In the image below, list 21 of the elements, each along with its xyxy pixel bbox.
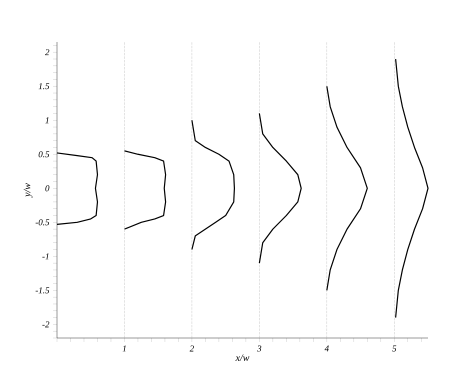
x-tick-label: 4	[324, 346, 329, 352]
y-tick-label: -0.5	[36, 219, 50, 226]
line-series	[258, 112, 302, 264]
y-tick-label: 1	[45, 117, 49, 124]
x-tick-label: 3	[257, 346, 262, 352]
y-tick-label: 1.5	[38, 83, 50, 90]
x-tick-label: 1	[122, 346, 126, 352]
y-tick-label: -1.5	[36, 287, 50, 294]
x-tick-label: 5	[392, 346, 396, 352]
line-series	[191, 120, 236, 250]
y-tick-label: 0.5	[38, 151, 50, 158]
line-series	[124, 150, 166, 230]
x-axis-title: x/w	[235, 354, 250, 362]
y-tick-label: -1	[42, 253, 49, 260]
y-tick-label: 2	[45, 49, 50, 56]
y-tick-label: -2	[42, 321, 50, 328]
y-axis-title: y/w	[24, 183, 32, 198]
y-tick-label: 0	[45, 185, 50, 192]
line-series	[395, 58, 429, 318]
line-series	[326, 86, 368, 291]
x-tick-label: 2	[190, 346, 194, 352]
